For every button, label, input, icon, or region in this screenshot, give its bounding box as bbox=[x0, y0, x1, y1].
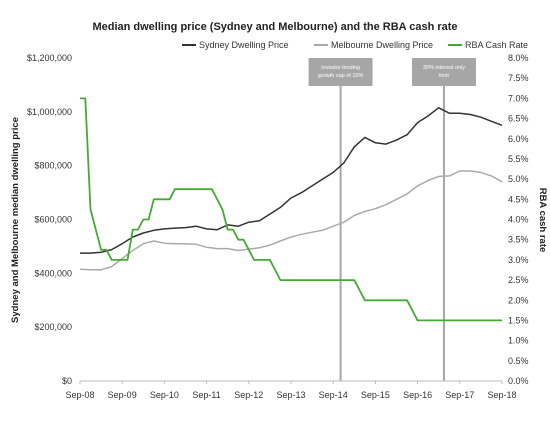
series-line-sydney-dwelling-price bbox=[80, 107, 503, 254]
x-tick-label: Sep-14 bbox=[319, 390, 348, 400]
series-line-rba-cash-rate bbox=[80, 97, 502, 322]
annotation-text-0-1: growth cap of 10% bbox=[318, 73, 364, 79]
x-tick-label: Sep-08 bbox=[65, 390, 94, 400]
x-tick-label: Sep-11 bbox=[192, 390, 220, 400]
y-right-tick-label: 3.5% bbox=[508, 235, 529, 245]
x-tick-label: Sep-15 bbox=[361, 390, 390, 400]
y-right-tick-label: 1.0% bbox=[508, 336, 529, 346]
x-tick-label: Sep-13 bbox=[276, 390, 305, 400]
y-left-tick-label: $800,000 bbox=[34, 161, 72, 171]
x-tick-label: Sep-09 bbox=[108, 390, 137, 400]
y-right-tick-label: 0.0% bbox=[508, 376, 529, 386]
annotation-text-1-0: 30% interest only bbox=[423, 65, 465, 71]
x-tick-label: Sep-18 bbox=[487, 390, 516, 400]
x-tick-label: Sep-10 bbox=[150, 390, 179, 400]
y-left-tick-label: $0 bbox=[62, 376, 72, 386]
y-right-tick-label: 5.5% bbox=[508, 154, 529, 164]
x-tick-label: Sep-12 bbox=[234, 390, 263, 400]
y-right-tick-label: 4.5% bbox=[508, 194, 529, 204]
annotation-box-1 bbox=[411, 58, 476, 86]
y-right-tick-label: 3.0% bbox=[508, 255, 529, 265]
y-right-tick-label: 6.0% bbox=[508, 134, 529, 144]
y-left-tick-label: $600,000 bbox=[34, 215, 72, 225]
legend: Sydney Dwelling Price Melbourne Dwelling … bbox=[182, 40, 528, 50]
y-right-tick-label: 5.0% bbox=[508, 174, 529, 184]
annotation-text-0-0: Investor lending bbox=[321, 65, 360, 71]
y-left-tick-label: $400,000 bbox=[34, 268, 72, 278]
y-right-tick-label: 0.5% bbox=[508, 356, 529, 366]
y-right-tick-label: 2.0% bbox=[508, 295, 529, 305]
annotations: Investor lending growth cap of 10% 30% int… bbox=[308, 58, 476, 381]
y-left-tick-label: $1,200,000 bbox=[27, 53, 72, 63]
y-right-tick-label: 7.5% bbox=[508, 73, 529, 83]
y-axis-left-label: Sydney and Melbourne median dwelling pri… bbox=[10, 117, 21, 323]
y-right-tick-label: 7.0% bbox=[508, 93, 529, 103]
series-line-melbourne-dwelling-price bbox=[79, 170, 503, 271]
y-right-tick-label: 8.0% bbox=[508, 53, 529, 63]
legend-label: Melbourne Dwelling Price bbox=[331, 40, 433, 50]
y-axis-right-label: RBA cash rate bbox=[537, 188, 548, 253]
chart-title: Median dwelling price (Sydney and Melbou… bbox=[92, 21, 457, 33]
legend-label: Sydney Dwelling Price bbox=[199, 40, 289, 50]
axes: $0 $200,000 $400,000 $600,000 $800,000 $1,000… bbox=[27, 53, 529, 400]
series-layer bbox=[79, 97, 503, 322]
x-tick-label: Sep-17 bbox=[445, 390, 474, 400]
legend-label: RBA Cash Rate bbox=[465, 40, 528, 50]
x-tick-label: Sep-16 bbox=[403, 390, 432, 400]
y-left-tick-label: $1,000,000 bbox=[27, 107, 72, 117]
y-right-tick-label: 4.0% bbox=[508, 215, 529, 225]
annotation-box-0 bbox=[308, 58, 373, 86]
y-right-tick-label: 2.5% bbox=[508, 275, 529, 285]
y-left-tick-label: $200,000 bbox=[34, 322, 72, 332]
y-right-tick-label: 1.5% bbox=[508, 315, 529, 325]
y-right-tick-label: 6.5% bbox=[508, 114, 529, 124]
annotation-text-1-1: limit bbox=[439, 73, 449, 79]
